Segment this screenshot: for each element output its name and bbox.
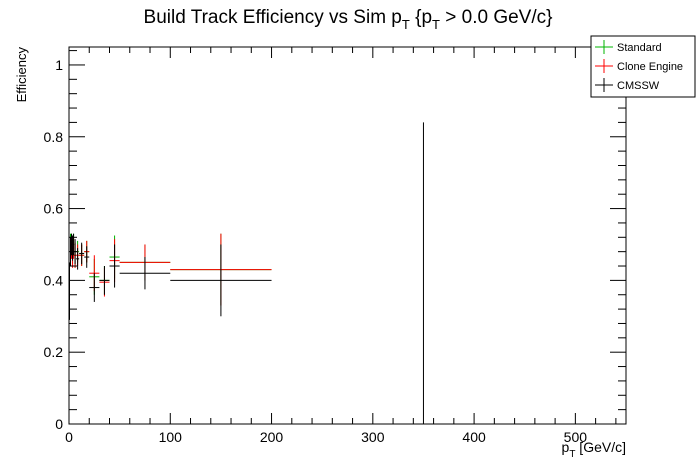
legend-entry-standard: Standard [595,40,662,54]
title-tail: > 0.0 GeV/c} [440,7,553,28]
data-point-cmssw [84,246,90,268]
data-point-cmssw [79,242,85,265]
x-tick-label: 500 [564,429,588,445]
x-label-unit: [GeV/c] [575,439,626,455]
title-sub-1: T [402,17,410,32]
y-tick-label: 0.2 [44,344,64,360]
y-axis-label: Efficiency [14,47,29,103]
x-axis-label: pT [GeV/c] [562,439,626,460]
x-label-p: p [562,439,570,455]
data-point-cmssw [99,266,110,295]
legend: Standard Clone Engine CMSSW [590,35,696,98]
x-tick-label: 0 [65,429,73,445]
data-point-cmssw [89,273,100,302]
x-label-sub: T [569,449,575,460]
y-tick-label: 0 [55,416,63,432]
legend-label-clone-engine: Clone Engine [617,61,683,73]
data-point-cmssw [170,244,272,317]
title-mid: {p [410,7,432,28]
legend-label-standard: Standard [617,42,662,54]
x-tick-label: 400 [462,429,486,445]
data-point-cmssw [76,248,80,270]
legend-label-cmssw: CMSSW [617,80,660,92]
title-sub-2: T [432,17,440,32]
y-tick-label: 0.6 [44,201,64,217]
plot-frame [68,46,627,425]
x-tick-label: 300 [361,429,385,445]
x-tick-label: 200 [260,429,284,445]
data-point-cmssw [72,235,74,261]
series-clone-engine [70,233,272,306]
legend-entry-clone-engine: Clone Engine [595,59,683,73]
x-tick-label: 100 [159,429,183,445]
plot-area [69,122,424,424]
y-tick-label: 0.4 [44,272,64,288]
data-point-cmssw [119,257,171,290]
legend-entry-cmssw: CMSSW [595,78,660,92]
chart-title: Build Track Efficiency vs Sim pT {pT > 0… [144,7,553,32]
series-cmssw [69,122,424,424]
axes: 0 100 200 300 400 500 0 0.2 0.4 0.6 0.8 1 [44,47,626,445]
y-tick-label: 1 [55,57,63,73]
title-main: Build Track Efficiency vs Sim p [144,7,402,28]
y-tick-label: 0.8 [44,129,64,145]
data-point-cmssw [109,244,120,288]
